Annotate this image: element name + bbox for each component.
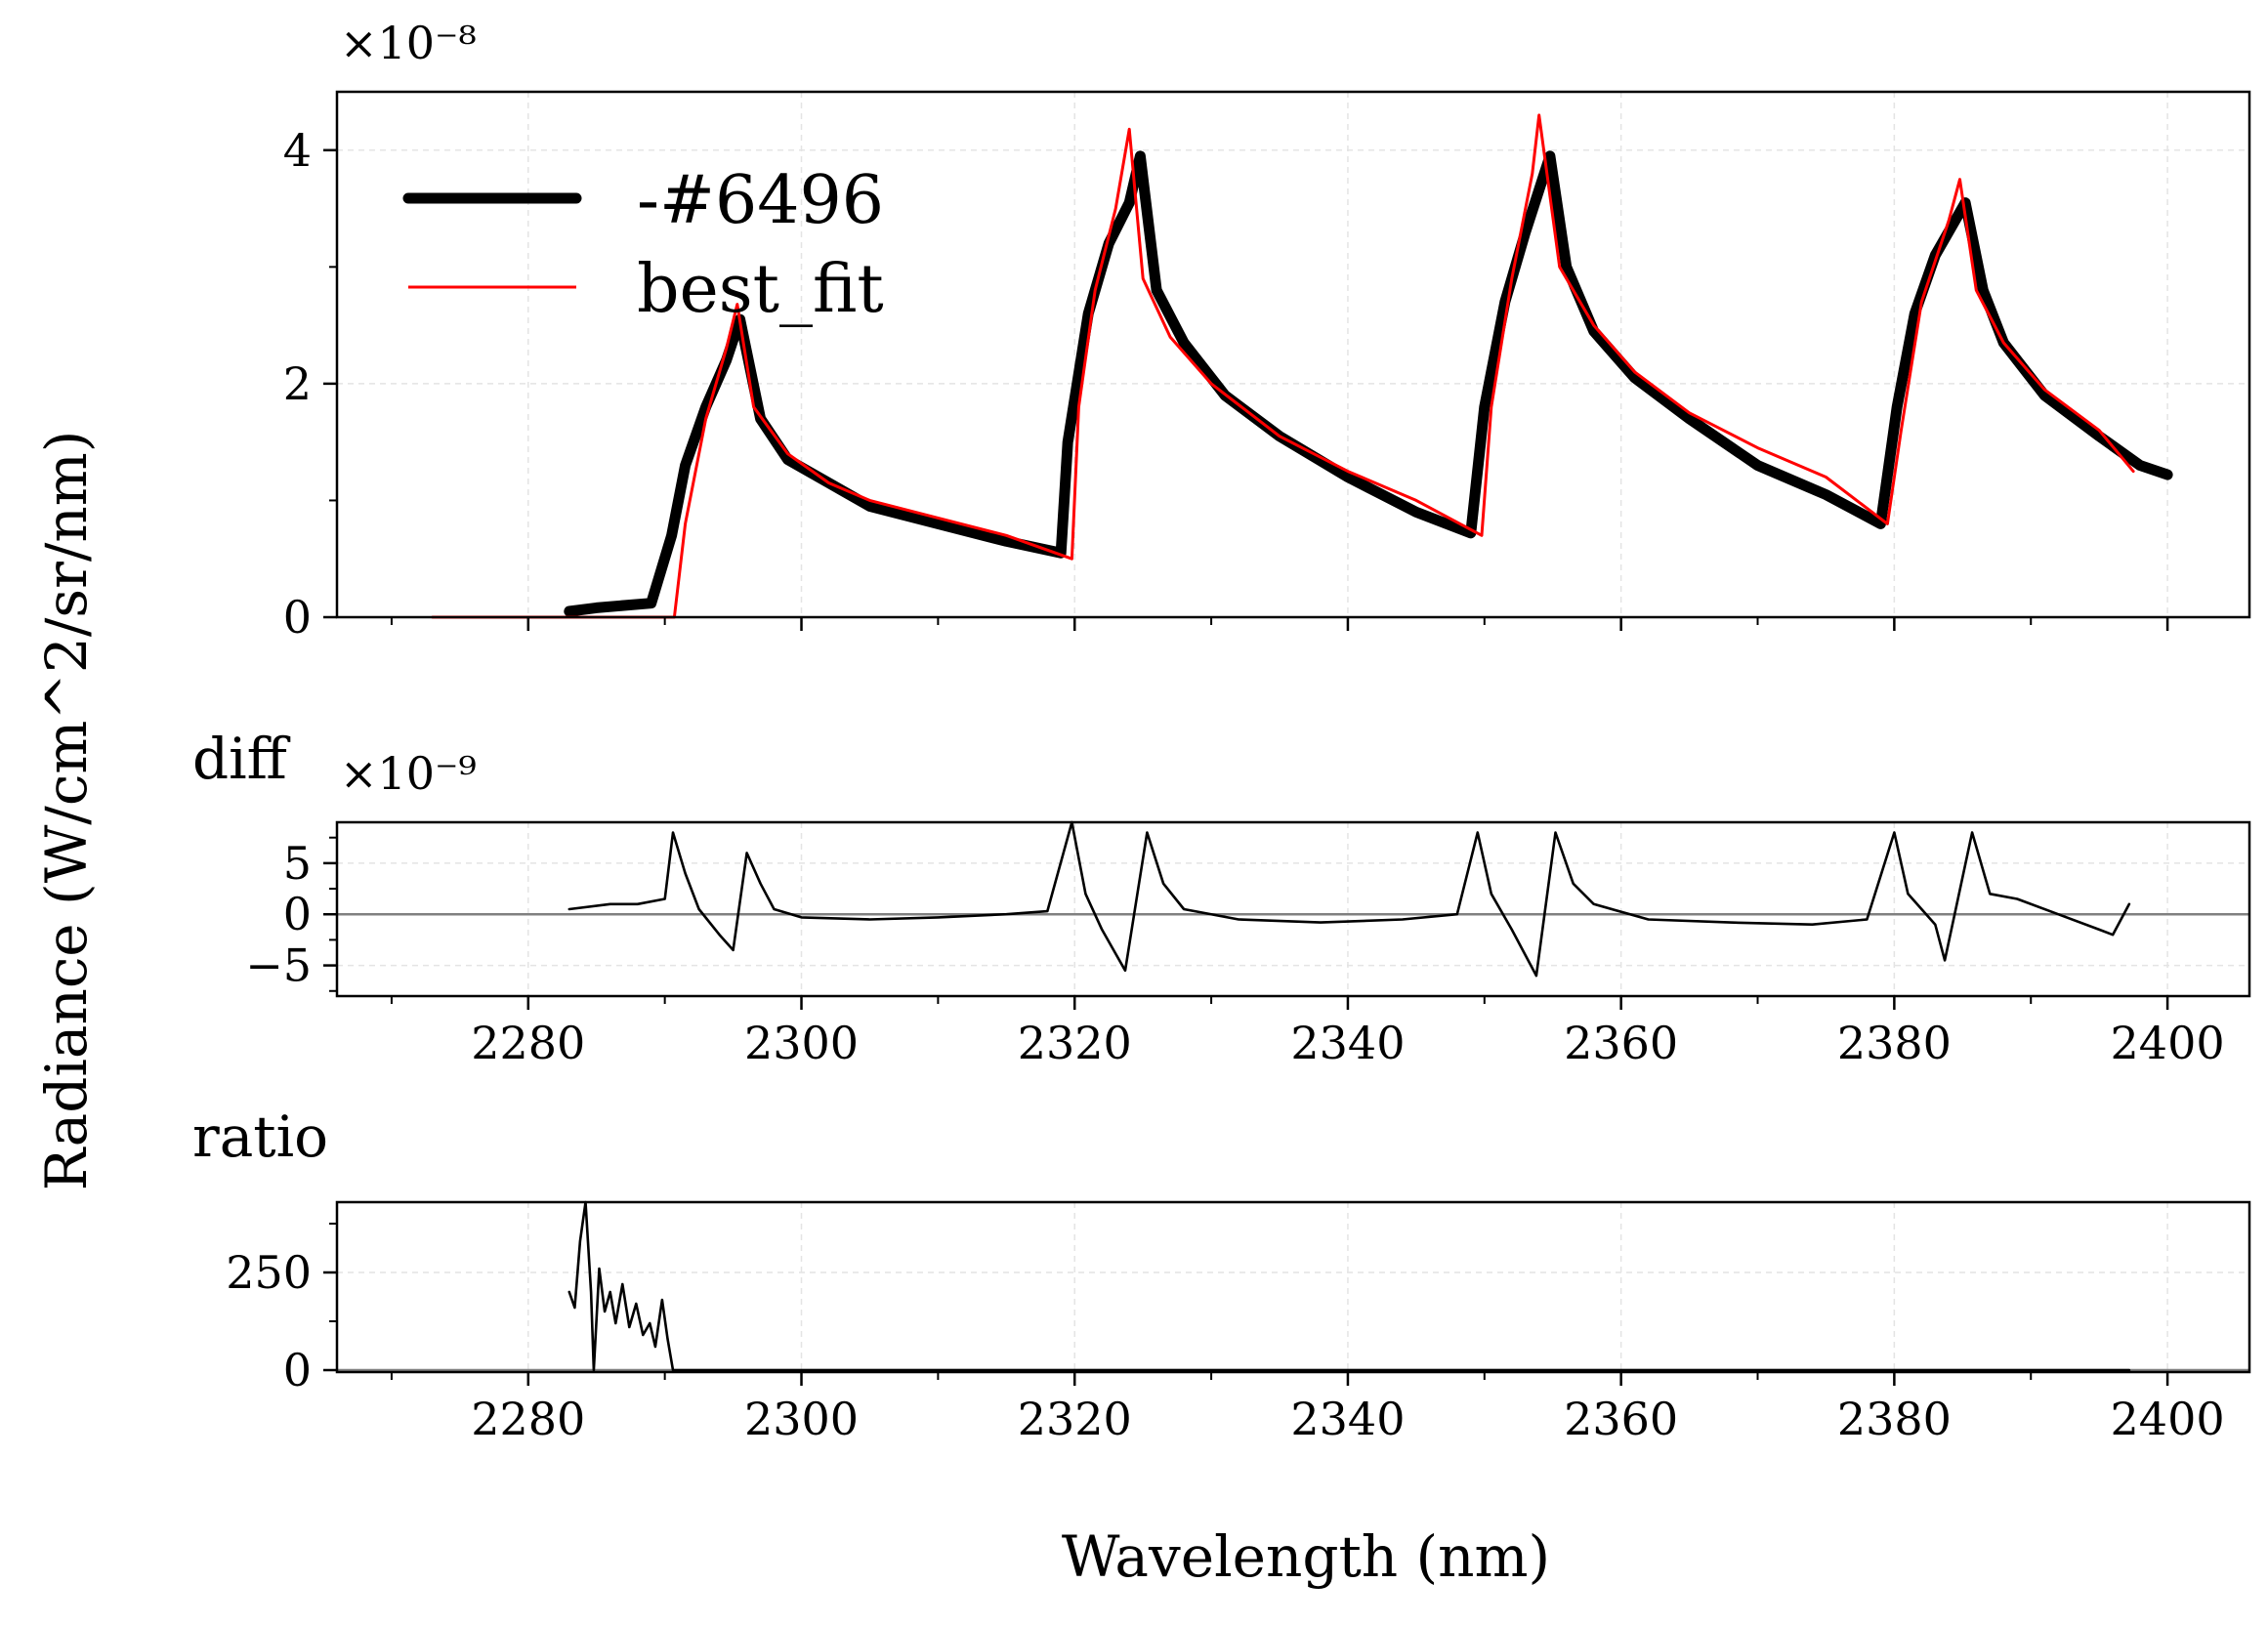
main-y-tick-label-4: 4 xyxy=(283,124,312,177)
ratio-x-tick-label-2280: 2280 xyxy=(471,1393,585,1445)
ratio-y-tick-label-0: 0 xyxy=(283,1344,312,1396)
main-y-tick-label-0: 0 xyxy=(283,591,312,644)
diff-axes-frame xyxy=(335,820,2251,998)
ratio-axes-frame xyxy=(335,1200,2251,1374)
diff-x-tick-label-2320: 2320 xyxy=(1018,1017,1132,1069)
legend-label-best-fit: best_fit xyxy=(637,251,884,328)
diff-panel: 2280 2300 2320 2340 2360 2380 2400 −505 xyxy=(245,820,2251,1069)
diff-x-tick-label-2340: 2340 xyxy=(1290,1017,1405,1069)
diff-y-exponent-label: ×10⁻⁹ xyxy=(340,747,477,800)
diff-x-tick-label-2400: 2400 xyxy=(2111,1017,2225,1069)
x-axis-title: Wavelength (nm) xyxy=(1062,1523,1550,1590)
ratio-series-line-0 xyxy=(567,1200,2131,1372)
main-y-exponent-label: ×10⁻⁸ xyxy=(340,17,477,69)
ratio-x-tick-label-2300: 2300 xyxy=(744,1393,859,1445)
diff-series-line-0 xyxy=(567,820,2131,978)
y-axis-title: Radiance (W/cm^2/sr/nm) xyxy=(33,431,100,1191)
diff-x-tick-label-2280: 2280 xyxy=(471,1017,585,1069)
radiance-panel: 0 2 4 xyxy=(283,90,2251,644)
ratio-x-tick-label-2400: 2400 xyxy=(2111,1393,2225,1445)
diff-x-tick-label-2360: 2360 xyxy=(1564,1017,1678,1069)
legend: -#6496 best_fit xyxy=(402,162,884,328)
ratio-y-tick-label-250: 250 xyxy=(226,1246,312,1299)
ratio-panel: 2280 2300 2320 2340 2360 2380 2400 0 250 xyxy=(226,1200,2251,1445)
diff-y-tick-label-0: 0 xyxy=(283,888,312,940)
ratio-panel-title: ratio xyxy=(192,1104,328,1170)
ratio-x-tick-label-2380: 2380 xyxy=(1837,1393,1952,1445)
diff-x-tick-label-2300: 2300 xyxy=(744,1017,859,1069)
main-axes-frame xyxy=(335,90,2251,619)
ratio-x-tick-label-2320: 2320 xyxy=(1018,1393,1132,1445)
diff-x-tick-label-2380: 2380 xyxy=(1837,1017,1952,1069)
ratio-x-tick-label-2340: 2340 xyxy=(1290,1393,1405,1445)
legend-label-spectrum: -#6496 xyxy=(637,162,884,239)
diff-panel-title: diff xyxy=(192,726,291,792)
main-series-best-fit xyxy=(431,113,2135,619)
diff-y-tick-label--5: −5 xyxy=(245,939,312,992)
diff-y-tick-label-5: 5 xyxy=(283,837,312,890)
ratio-x-tick-label-2360: 2360 xyxy=(1564,1393,1678,1445)
main-y-tick-label-2: 2 xyxy=(283,357,312,410)
